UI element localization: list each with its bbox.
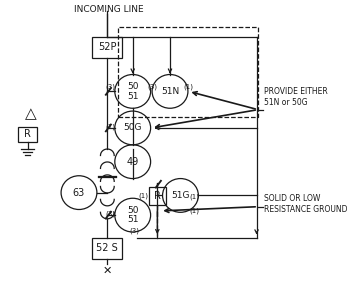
Text: 50
51: 50 51: [127, 82, 138, 101]
Text: 52P: 52P: [98, 42, 117, 52]
Bar: [149, 187, 165, 205]
Text: 63: 63: [73, 188, 85, 198]
Text: R: R: [154, 191, 161, 201]
Text: 49: 49: [127, 157, 139, 167]
Text: (3): (3): [147, 84, 157, 90]
Text: (1): (1): [183, 84, 193, 90]
Text: (1): (1): [189, 208, 199, 214]
Text: (1): (1): [105, 123, 115, 130]
Text: (3): (3): [105, 84, 115, 90]
Text: SOLID OR LOW
RESISTANCE GROUND: SOLID OR LOW RESISTANCE GROUND: [264, 194, 347, 214]
Text: R: R: [24, 129, 31, 139]
Text: ✕: ✕: [103, 266, 112, 276]
Text: 52 S: 52 S: [96, 243, 118, 253]
Text: (1): (1): [138, 192, 148, 199]
Bar: [93, 37, 122, 58]
Bar: [118, 27, 258, 117]
Text: 51N: 51N: [161, 87, 179, 96]
Text: △: △: [25, 106, 37, 121]
Text: (1): (1): [189, 194, 199, 200]
Text: PROVIDE EITHER
51N or 50G: PROVIDE EITHER 51N or 50G: [264, 87, 328, 107]
Text: 51G: 51G: [171, 191, 190, 200]
Text: INCOMING LINE: INCOMING LINE: [74, 5, 144, 14]
Text: 50G: 50G: [124, 124, 142, 132]
Bar: [93, 238, 122, 259]
Text: (3): (3): [129, 227, 139, 234]
Text: (3): (3): [105, 210, 115, 217]
Bar: [18, 127, 37, 142]
Text: 50
51: 50 51: [127, 206, 138, 224]
